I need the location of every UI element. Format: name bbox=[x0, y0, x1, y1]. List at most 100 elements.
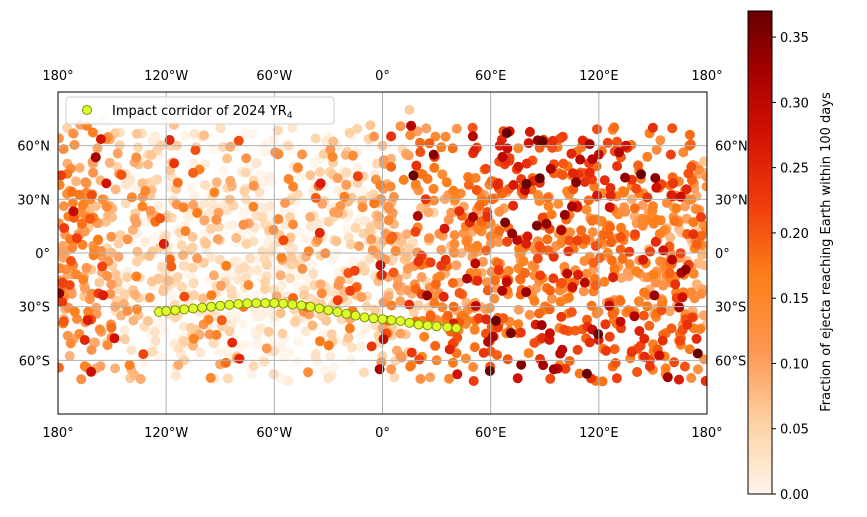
ejecta-point bbox=[682, 319, 693, 330]
ejecta-point bbox=[430, 279, 441, 290]
ejecta-point bbox=[563, 292, 574, 303]
colorbar-label: Fraction of ejecta reaching Earth within… bbox=[819, 92, 834, 412]
ejecta-point bbox=[208, 143, 219, 154]
corridor-point bbox=[451, 323, 462, 334]
ejecta-point bbox=[545, 285, 555, 296]
ejecta-point bbox=[454, 206, 465, 217]
ejecta-point bbox=[277, 328, 288, 339]
x-tick-label-top: 120°E bbox=[579, 69, 619, 84]
ejecta-point bbox=[666, 323, 677, 334]
y-tick-label-right: 0° bbox=[715, 247, 730, 262]
ejecta-point bbox=[345, 285, 356, 296]
ejecta-point bbox=[222, 153, 233, 164]
ejecta-point bbox=[650, 173, 661, 183]
y-tick-label-right: 60°S bbox=[715, 354, 746, 369]
ejecta-point bbox=[529, 296, 540, 306]
ejecta-point bbox=[58, 133, 64, 144]
ejecta-point bbox=[383, 201, 394, 212]
ejecta-point bbox=[494, 206, 505, 217]
ejecta-point bbox=[279, 352, 290, 363]
ejecta-point bbox=[155, 213, 165, 224]
ejecta-point bbox=[405, 361, 416, 372]
ejecta-point bbox=[199, 198, 210, 209]
ejecta-point bbox=[447, 143, 458, 154]
ejecta-point bbox=[231, 232, 242, 243]
ejecta-point bbox=[240, 167, 251, 178]
ejecta-point bbox=[542, 234, 553, 245]
ejecta-point bbox=[155, 318, 166, 329]
ejecta-point bbox=[541, 218, 552, 229]
ejecta-point bbox=[410, 226, 421, 237]
ejecta-point bbox=[414, 354, 425, 365]
ejecta-point bbox=[103, 210, 113, 221]
x-tick-label-top: 180° bbox=[691, 69, 722, 84]
ejecta-point bbox=[188, 333, 199, 344]
ejecta-point bbox=[317, 198, 328, 209]
ejecta-point bbox=[172, 272, 183, 283]
ejecta-point bbox=[227, 219, 238, 230]
ejecta-point bbox=[341, 224, 352, 235]
ejecta-point bbox=[490, 315, 501, 326]
ejecta-point bbox=[678, 147, 689, 158]
ejecta-point bbox=[158, 238, 169, 249]
ejecta-point bbox=[288, 219, 298, 230]
x-tick-label-top: 60°E bbox=[475, 69, 506, 84]
ejecta-point bbox=[190, 145, 201, 156]
ejecta-point bbox=[86, 366, 97, 377]
ejecta-point bbox=[227, 337, 238, 348]
x-tick-label-bottom: 180° bbox=[42, 426, 73, 441]
ejecta-point bbox=[691, 239, 702, 250]
ejecta-point bbox=[268, 369, 279, 380]
ejecta-point bbox=[514, 243, 524, 254]
ejecta-point bbox=[386, 300, 397, 311]
ejecta-point bbox=[327, 151, 338, 162]
ejecta-point bbox=[131, 304, 142, 315]
ejecta-point bbox=[364, 226, 375, 237]
ejecta-point bbox=[315, 178, 326, 189]
ejecta-point bbox=[273, 214, 284, 225]
ejecta-point bbox=[226, 290, 237, 300]
ejecta-point bbox=[76, 218, 87, 229]
ejecta-point bbox=[135, 374, 146, 384]
ejecta-point bbox=[600, 319, 611, 330]
ejecta-point bbox=[213, 346, 223, 357]
ejecta-point bbox=[288, 181, 299, 192]
ejecta-point bbox=[110, 363, 121, 374]
ejecta-point bbox=[419, 331, 430, 342]
ejecta-point bbox=[305, 170, 316, 181]
ejecta-point bbox=[216, 315, 227, 326]
ejecta-point bbox=[325, 351, 336, 361]
ejecta-point bbox=[629, 203, 640, 214]
ejecta-point bbox=[658, 245, 669, 256]
legend: Impact corridor of 2024 YR4 bbox=[65, 96, 335, 125]
map-plot-area bbox=[57, 91, 708, 415]
ejecta-point bbox=[299, 290, 310, 300]
ejecta-point bbox=[559, 324, 570, 335]
ejecta-point bbox=[263, 326, 274, 337]
ejecta-point bbox=[606, 255, 617, 266]
ejecta-point bbox=[606, 237, 617, 248]
ejecta-point bbox=[615, 244, 626, 255]
ejecta-point bbox=[452, 369, 463, 380]
ejecta-point bbox=[662, 372, 673, 383]
plot-frame bbox=[57, 91, 708, 415]
ejecta-point bbox=[119, 289, 130, 300]
ejecta-point bbox=[178, 202, 189, 213]
ejecta-point bbox=[512, 373, 523, 384]
ejecta-point bbox=[610, 358, 621, 368]
ejecta-point bbox=[140, 185, 151, 196]
ejecta-point bbox=[546, 293, 557, 304]
ejecta-point bbox=[328, 136, 339, 147]
ejecta-point bbox=[88, 167, 99, 178]
ejecta-point bbox=[119, 334, 130, 345]
ejecta-point bbox=[556, 311, 567, 322]
ejecta-point bbox=[516, 359, 527, 370]
ejecta-point bbox=[195, 347, 206, 358]
ejecta-point bbox=[657, 335, 668, 346]
ejecta-point bbox=[562, 268, 573, 279]
ejecta-point bbox=[188, 199, 199, 210]
ejecta-point bbox=[470, 258, 481, 269]
ejecta-point bbox=[578, 286, 589, 297]
ejecta-point bbox=[440, 131, 451, 142]
ejecta-point bbox=[86, 190, 97, 201]
